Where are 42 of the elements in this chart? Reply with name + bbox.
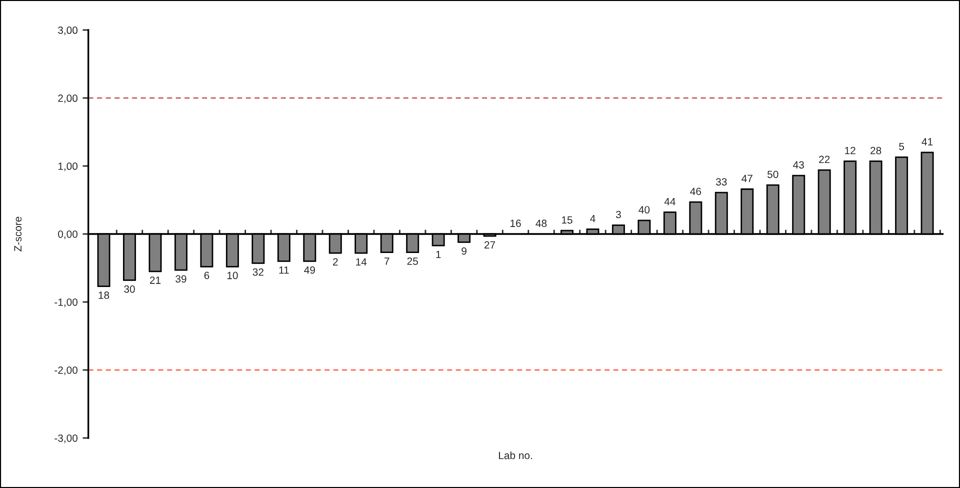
x-axis-title: Lab no.: [499, 451, 532, 460]
x-tick-label: 48: [536, 220, 547, 228]
x-tick-label: 10: [227, 272, 238, 280]
x-tick-label: 18: [98, 292, 110, 299]
x-tick-label: 50: [767, 170, 778, 178]
y-axis-title: Z-score: [14, 216, 22, 252]
x-tick-label: 6: [204, 272, 210, 280]
x-tick-label: 5: [899, 142, 904, 150]
x-tick-label: 4: [590, 215, 596, 222]
x-tick-label: 32: [252, 268, 264, 276]
x-tick-label: 49: [304, 266, 315, 274]
x-tick-label: 14: [356, 258, 367, 266]
x-tick-label: 1: [436, 250, 441, 258]
x-tick-label: 9: [462, 247, 466, 255]
x-tick-label: 30: [124, 285, 135, 293]
y-tick-label: 1,00: [58, 162, 78, 172]
x-tick-label: 39: [176, 275, 186, 283]
x-tick-label: 44: [664, 198, 676, 206]
x-tick-label: 16: [510, 220, 521, 228]
x-tick-label: 33: [716, 178, 727, 186]
x-tick-label: 25: [407, 258, 418, 265]
x-tick-label: 41: [922, 138, 933, 146]
x-tick-label: 47: [742, 174, 752, 182]
x-tick-label: 21: [150, 276, 161, 284]
x-tick-label: 12: [845, 146, 856, 154]
x-tick-label: 40: [638, 206, 650, 214]
y-tick-label: 0,00: [58, 230, 78, 240]
x-tick-label: 27: [484, 241, 496, 248]
x-tick-label: 22: [819, 156, 830, 164]
x-tick-label: 43: [793, 161, 804, 169]
x-tick-label: 11: [279, 266, 289, 274]
y-tick-label: -2,00: [54, 366, 78, 376]
x-tick-label: 15: [562, 216, 572, 224]
x-tick-label: 2: [333, 258, 338, 266]
y-tick-label: 3,00: [58, 26, 78, 36]
y-tick-label: 2,00: [58, 94, 78, 104]
y-tick-label: -1,00: [54, 298, 78, 308]
x-tick-label: 28: [870, 146, 882, 154]
y-tick-label: -3,00: [54, 434, 78, 444]
x-tick-label: 46: [690, 188, 701, 196]
x-tick-label: 7: [384, 258, 390, 265]
x-tick-label: 3: [616, 210, 621, 218]
